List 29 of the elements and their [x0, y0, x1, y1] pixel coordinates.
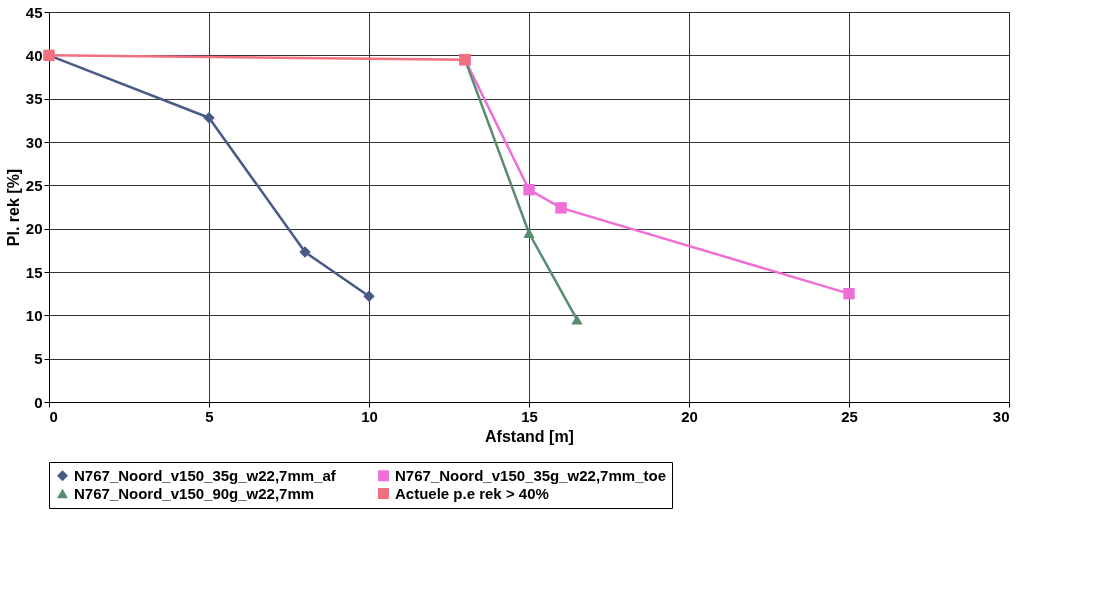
y-axis-title: Pl. rek [%]: [4, 168, 22, 247]
y-tick-label: 40: [25, 46, 43, 64]
legend-label: Actuele p.e rek > 40%: [395, 484, 549, 502]
y-tick-label: 15: [25, 263, 43, 281]
x-axis-title: Afstand [m]: [485, 427, 574, 445]
x-tick-label: 10: [361, 407, 378, 425]
y-tick-label: 5: [34, 350, 43, 368]
y-tick-label: 35: [25, 90, 43, 108]
y-tick-label: 25: [25, 176, 43, 194]
y-tick-label: 45: [25, 3, 43, 21]
point: [523, 183, 535, 196]
y-tick-label: 10: [25, 306, 43, 324]
x-tick-label: 30: [992, 407, 1010, 425]
y-tick-label: 30: [25, 133, 43, 151]
y-tick-label: 0: [34, 393, 43, 411]
legend-label: N767_Noord_v150_35g_w22,7mm_toe: [395, 466, 666, 484]
x-tick-label: 25: [841, 407, 858, 425]
y-tick-label: 20: [25, 220, 43, 238]
x-tick-label: 15: [521, 407, 538, 425]
x-tick-label: 5: [205, 407, 214, 425]
legend-label: N767_Noord_v150_90g_w22,7mm: [74, 484, 315, 502]
point: [363, 290, 375, 302]
x-tick-label: 20: [681, 407, 698, 425]
x-tick-label: 0: [49, 407, 58, 425]
legend-label: N767_Noord_v150_35g_w22,7mm_af: [74, 466, 337, 484]
point: [843, 287, 855, 300]
point: [555, 202, 567, 214]
point: [299, 246, 311, 258]
point: [203, 112, 215, 124]
